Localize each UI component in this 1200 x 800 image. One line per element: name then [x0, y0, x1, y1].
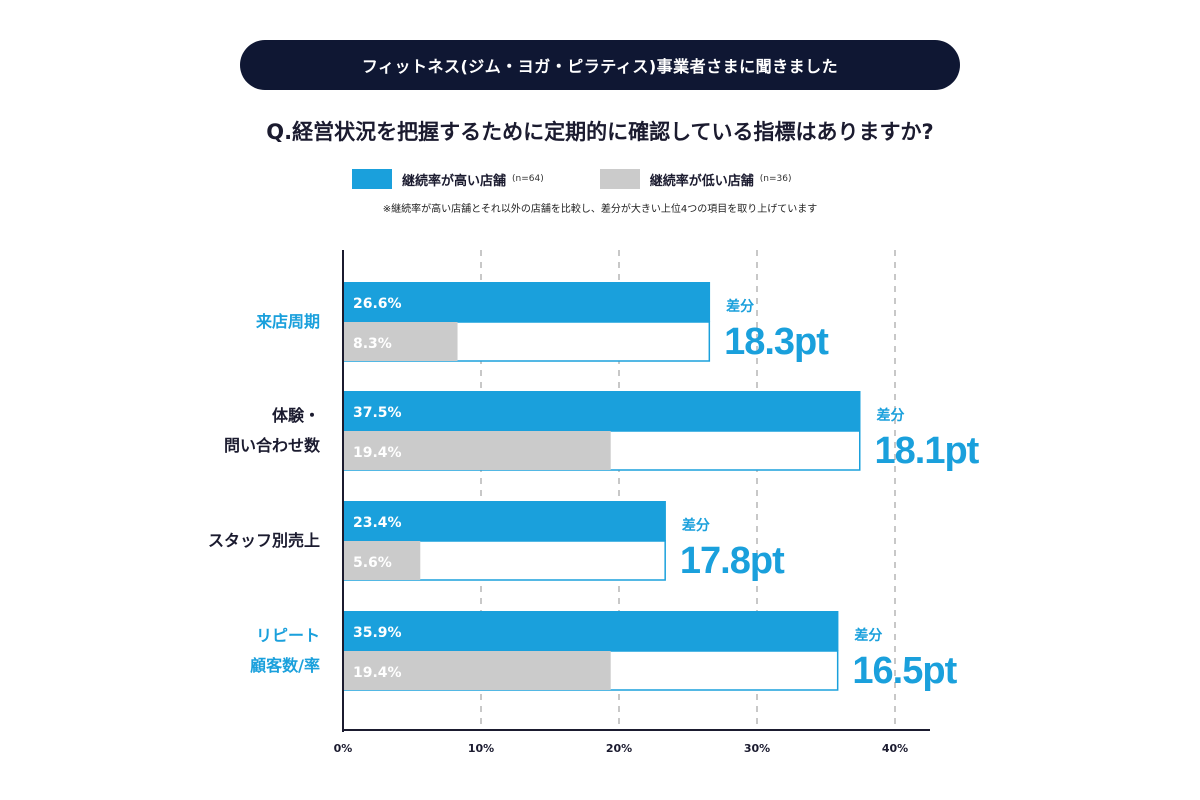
legend-item-high: 継続率が高い店舗 (n=64) [352, 169, 544, 189]
x-tick-label: 20% [606, 742, 632, 755]
diff-value: 18.3pt [724, 321, 829, 363]
legend-swatch-low [599, 169, 640, 189]
diff-value: 18.1pt [875, 430, 980, 472]
legend-n-high: (n=64) [512, 174, 544, 184]
category-label: 来店周期 [255, 312, 320, 331]
survey-banner: フィットネス(ジム・ヨガ・ピラティス)事業者さまに聞きました [240, 40, 960, 90]
data-label-high: 26.6% [353, 296, 402, 312]
diff-title: 差分 [726, 298, 754, 315]
legend: 継続率が高い店舗 (n=64) 継続率が低い店舗 (n=36) [352, 168, 848, 190]
category-label: 体験・ 問い合わせ数 [223, 406, 320, 455]
bar-low [343, 431, 611, 470]
bar-low [343, 322, 458, 361]
bar-high [343, 501, 666, 541]
x-tick-label: 10% [468, 742, 494, 755]
category-label: リピート 顧客数/率 [250, 626, 320, 675]
bar-high [343, 611, 839, 651]
diff-value: 16.5pt [852, 650, 957, 692]
data-label-low: 8.3% [353, 336, 392, 352]
bar-high [343, 391, 861, 431]
x-tick-label: 0% [334, 742, 353, 755]
data-label-low: 5.6% [353, 555, 392, 571]
diff-title: 差分 [854, 627, 882, 644]
category-label: スタッフ別売上 [207, 531, 320, 550]
data-label-low: 19.4% [353, 445, 402, 461]
data-label-high: 23.4% [353, 515, 402, 531]
bar-low [343, 541, 421, 580]
legend-item-low: 継続率が低い店舗 (n=36) [599, 169, 792, 189]
x-tick-label: 30% [744, 742, 770, 755]
legend-n-low: (n=36) [759, 174, 792, 184]
data-label-high: 37.5% [353, 405, 402, 421]
legend-swatch-high [352, 169, 392, 189]
data-label-low: 19.4% [353, 665, 402, 681]
footnote: ※継続率が高い店舗とそれ以外の店舗を比較し、差分が大きい上位4つの項目を取り上げ… [382, 204, 818, 215]
bar-low [343, 651, 611, 690]
bar-high [343, 282, 711, 322]
x-tick-label: 40% [882, 742, 908, 755]
legend-label-low: 継続率が低い店舗 [649, 173, 754, 189]
data-label-high: 35.9% [353, 625, 402, 641]
question-title: Q.経営状況を把握するために定期的に確認している指標はありますか? [266, 120, 934, 144]
diff-title: 差分 [877, 407, 905, 424]
diff-value: 17.8pt [680, 540, 785, 582]
legend-label-high: 継続率が高い店舗 [402, 173, 507, 189]
diff-title: 差分 [682, 517, 710, 534]
